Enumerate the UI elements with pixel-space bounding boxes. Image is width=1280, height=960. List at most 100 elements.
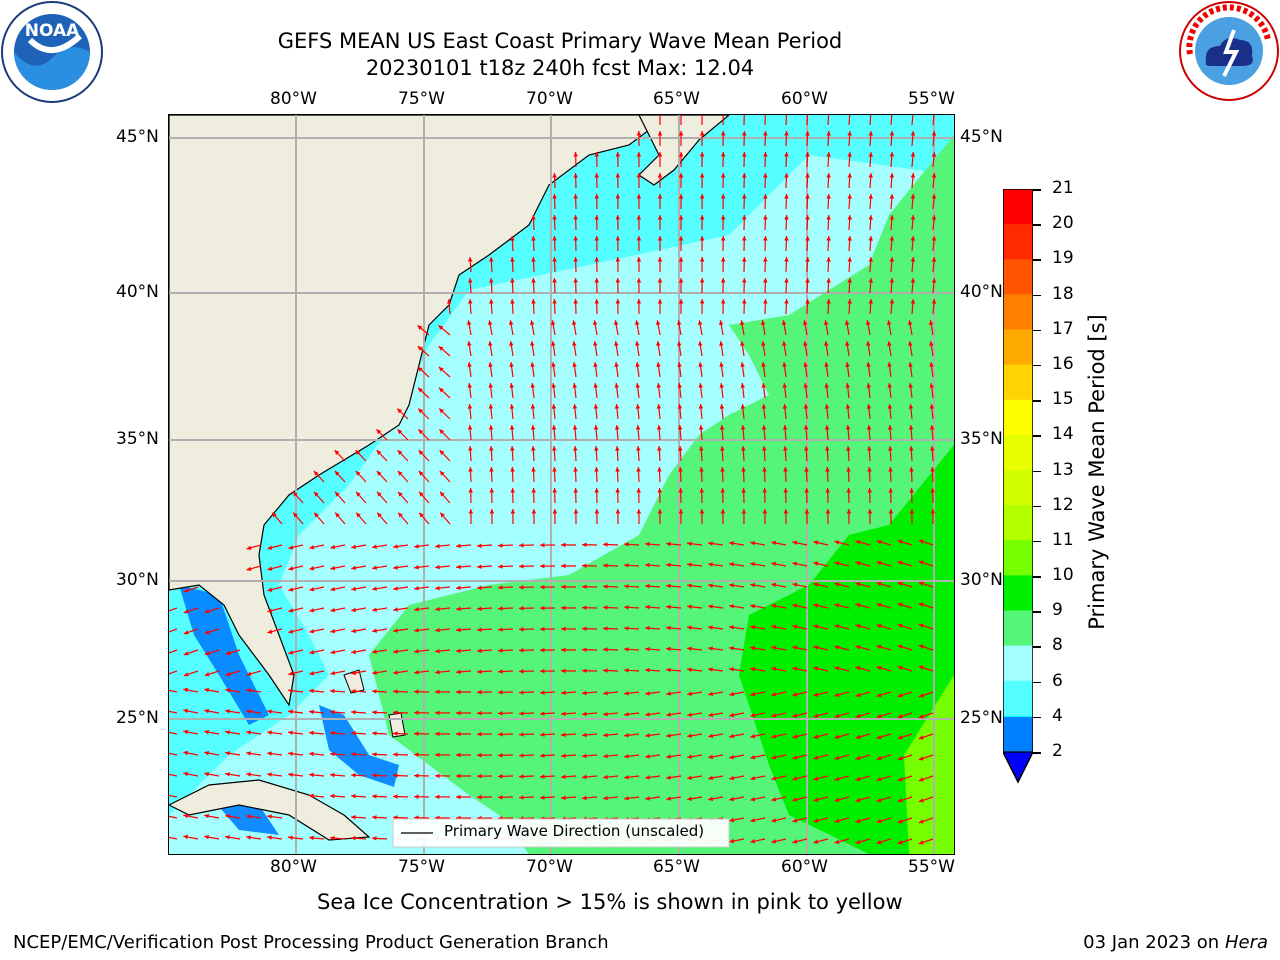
wave-direction-arrowhead [582, 690, 587, 696]
wave-direction-arrowhead [845, 425, 851, 430]
wave-direction-arrowhead [771, 734, 777, 739]
wave-direction-arrowhead [805, 194, 810, 199]
wave-direction-arrowhead [762, 467, 767, 472]
wave-direction-arrowhead [573, 257, 578, 262]
colorbar-tick-mark [1033, 329, 1041, 332]
wave-direction-arrowhead [552, 215, 557, 220]
wave-direction-arrowhead [398, 512, 403, 518]
wave-direction-arrowhead [750, 712, 756, 718]
wave-direction-arrowhead [929, 425, 935, 430]
wave-direction-arrowhead [855, 797, 861, 803]
wave-direction-arrowhead [655, 320, 661, 326]
wave-direction-arrowhead [614, 362, 619, 367]
wave-direction-arrowhead [687, 604, 692, 610]
wave-direction-arrowhead [418, 450, 424, 455]
wave-direction-arrowhead [376, 450, 382, 455]
wave-direction-arrowhead [330, 586, 336, 592]
wave-direction-arrowhead [847, 257, 852, 262]
wave-direction-arrowhead [636, 488, 641, 493]
wave-direction-arrowhead [876, 539, 882, 545]
lon-label-bottom-60w: 60°W [781, 857, 828, 877]
colorbar-tick-mark [1033, 611, 1041, 613]
wave-direction-arrowhead [573, 173, 578, 178]
wave-direction-arrowhead [740, 404, 746, 409]
wave-direction-arrowhead [741, 446, 746, 451]
wave-direction-arrowhead [855, 582, 861, 587]
wave-direction-arrowhead [614, 425, 620, 430]
lat-label-right-40n: 40°N [960, 282, 1003, 302]
wave-direction-arrowhead [678, 509, 684, 514]
wave-direction-arrowhead [439, 408, 445, 414]
wave-direction-arrowhead [615, 257, 621, 262]
wave-direction-arrowhead [918, 735, 924, 740]
wave-direction-arrowhead [918, 777, 924, 782]
wave-direction-arrowhead [414, 794, 419, 799]
colorbar [1002, 188, 1034, 784]
wave-direction-arrowhead [876, 692, 882, 698]
wave-direction-arrowhead [636, 215, 642, 220]
wave-direction-arrowhead [309, 793, 314, 799]
wave-direction-arrowhead [204, 672, 210, 677]
wave-direction-arrowhead [510, 488, 515, 493]
wave-direction-arrowhead [729, 691, 735, 697]
wave-direction-arrowhead [910, 215, 916, 220]
wave-direction-arrowhead [246, 545, 252, 550]
wave-direction-arrowhead [467, 362, 472, 367]
wave-direction-arrowhead [488, 383, 493, 388]
wave-direction-arrowhead [918, 560, 924, 565]
wave-direction-arrowhead [666, 775, 671, 780]
noaa-logo: NOAA [0, 0, 104, 104]
wave-direction-arrowhead [183, 771, 189, 777]
wave-direction-arrowhead [435, 564, 440, 570]
wave-direction-arrowhead [868, 131, 874, 136]
wave-direction-arrowhead [498, 543, 503, 548]
colorbar-segment [1003, 540, 1033, 576]
wave-direction-arrowhead [708, 754, 714, 760]
lon-label-top-60w: 60°W [781, 89, 828, 109]
wave-direction-arrowhead [729, 754, 735, 760]
lat-label-right-25n: 25°N [960, 708, 1003, 728]
wave-direction-arrowhead [414, 544, 419, 549]
wave-direction-arrowhead [393, 752, 398, 757]
wave-direction-arrowhead [351, 607, 357, 613]
wave-direction-arrowhead [498, 690, 503, 695]
wave-direction-arrowhead [414, 752, 419, 757]
wave-direction-arrowhead [582, 584, 587, 590]
colorbar-tick-mark [1033, 505, 1041, 508]
wave-direction-arrowhead [645, 733, 650, 738]
wave-direction-arrowhead [887, 404, 893, 409]
wave-direction-arrowhead [729, 796, 735, 802]
wave-direction-arrowhead [699, 257, 705, 262]
wave-direction-arrowhead [635, 362, 640, 367]
wave-direction-arrowhead [592, 320, 598, 326]
period-band-2-4-bahamas [319, 705, 399, 787]
wave-direction-arrowhead [498, 627, 503, 632]
wave-direction-arrowhead [687, 625, 692, 631]
wave-direction-arrowhead [435, 543, 440, 549]
wave-direction-arrow [764, 115, 766, 126]
wave-direction-arrowhead [456, 731, 461, 737]
colorbar-under-extension [1002, 751, 1034, 784]
wave-direction-arrowhead [573, 215, 578, 220]
wave-direction-arrowhead [330, 835, 335, 841]
wave-direction-arrowhead [824, 341, 829, 346]
wave-direction-arrowhead [540, 690, 545, 695]
wave-direction-arrowhead [615, 173, 621, 178]
wave-direction-arrowhead [803, 341, 808, 346]
wave-direction-arrowhead [834, 797, 840, 802]
wave-direction-arrowhead [594, 152, 600, 157]
lon-label-bottom-80w: 80°W [270, 857, 317, 877]
wave-direction-arrowhead [855, 645, 861, 650]
wave-direction-arrowhead [889, 257, 895, 262]
wave-direction-arrowhead [678, 446, 683, 451]
wave-direction-arrowhead [540, 563, 545, 569]
wave-direction-arrowhead [519, 774, 524, 779]
colorbar-segment [1003, 329, 1033, 366]
wave-direction-arrowhead [468, 278, 473, 283]
wave-direction-arrowhead [397, 408, 403, 414]
wave-direction-arrowhead [742, 131, 747, 136]
wave-direction-arrowhead [418, 408, 424, 414]
wave-direction-arrowhead [204, 771, 210, 777]
wave-direction-arrowhead [876, 665, 882, 671]
wave-direction-arrowhead [886, 320, 892, 326]
